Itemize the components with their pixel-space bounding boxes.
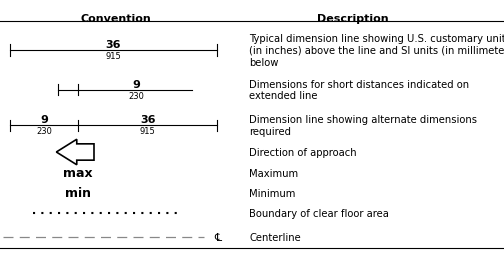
- Text: Direction of approach: Direction of approach: [249, 147, 357, 157]
- Text: Minimum: Minimum: [249, 188, 296, 198]
- Text: Dimensions for short distances indicated on
extended line: Dimensions for short distances indicated…: [249, 80, 470, 101]
- Text: max: max: [64, 167, 93, 180]
- Text: 9: 9: [40, 115, 48, 125]
- Text: Description: Description: [317, 14, 389, 24]
- Text: Centerline: Centerline: [249, 232, 301, 243]
- Text: 230: 230: [128, 91, 144, 100]
- Text: Convention: Convention: [81, 14, 151, 24]
- Text: Boundary of clear floor area: Boundary of clear floor area: [249, 208, 390, 218]
- Text: Maximum: Maximum: [249, 168, 298, 178]
- Text: 915: 915: [105, 52, 121, 61]
- Text: 9: 9: [132, 79, 140, 89]
- Text: ℄: ℄: [214, 232, 221, 243]
- Text: min: min: [65, 187, 91, 199]
- Text: 230: 230: [36, 127, 52, 136]
- Text: 915: 915: [140, 127, 156, 136]
- Text: 36: 36: [140, 115, 155, 125]
- Text: Dimension line showing alternate dimensions
required: Dimension line showing alternate dimensi…: [249, 115, 477, 136]
- Text: Typical dimension line showing U.S. customary units
(in inches) above the line a: Typical dimension line showing U.S. cust…: [249, 34, 504, 67]
- Text: 36: 36: [106, 40, 121, 50]
